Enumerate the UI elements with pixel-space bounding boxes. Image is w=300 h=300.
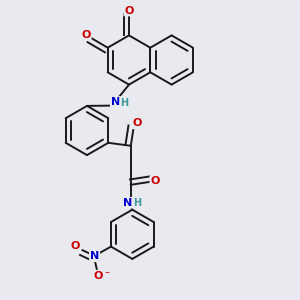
Text: O: O — [150, 176, 160, 186]
Text: ⁻: ⁻ — [105, 270, 110, 280]
Text: O: O — [124, 5, 134, 16]
Text: N: N — [123, 198, 132, 208]
Text: O: O — [94, 271, 103, 281]
Text: O: O — [70, 241, 80, 251]
Text: O: O — [133, 118, 142, 128]
Text: O: O — [81, 30, 91, 40]
Text: N: N — [111, 97, 120, 107]
Text: H: H — [120, 98, 129, 108]
Text: N: N — [90, 251, 99, 261]
Text: H: H — [133, 198, 142, 208]
